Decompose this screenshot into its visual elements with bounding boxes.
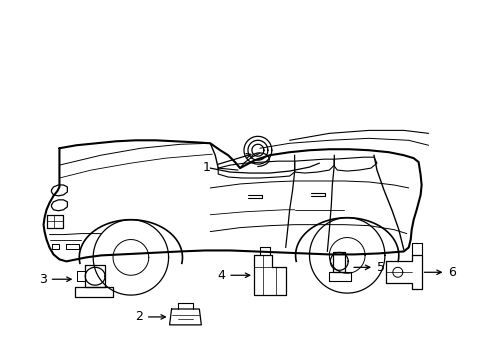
Text: 6: 6 bbox=[447, 266, 455, 279]
Text: 3: 3 bbox=[39, 273, 46, 286]
Text: 1: 1 bbox=[202, 161, 210, 174]
Text: 5: 5 bbox=[376, 261, 384, 274]
Text: 4: 4 bbox=[217, 269, 224, 282]
Text: 2: 2 bbox=[135, 310, 142, 323]
